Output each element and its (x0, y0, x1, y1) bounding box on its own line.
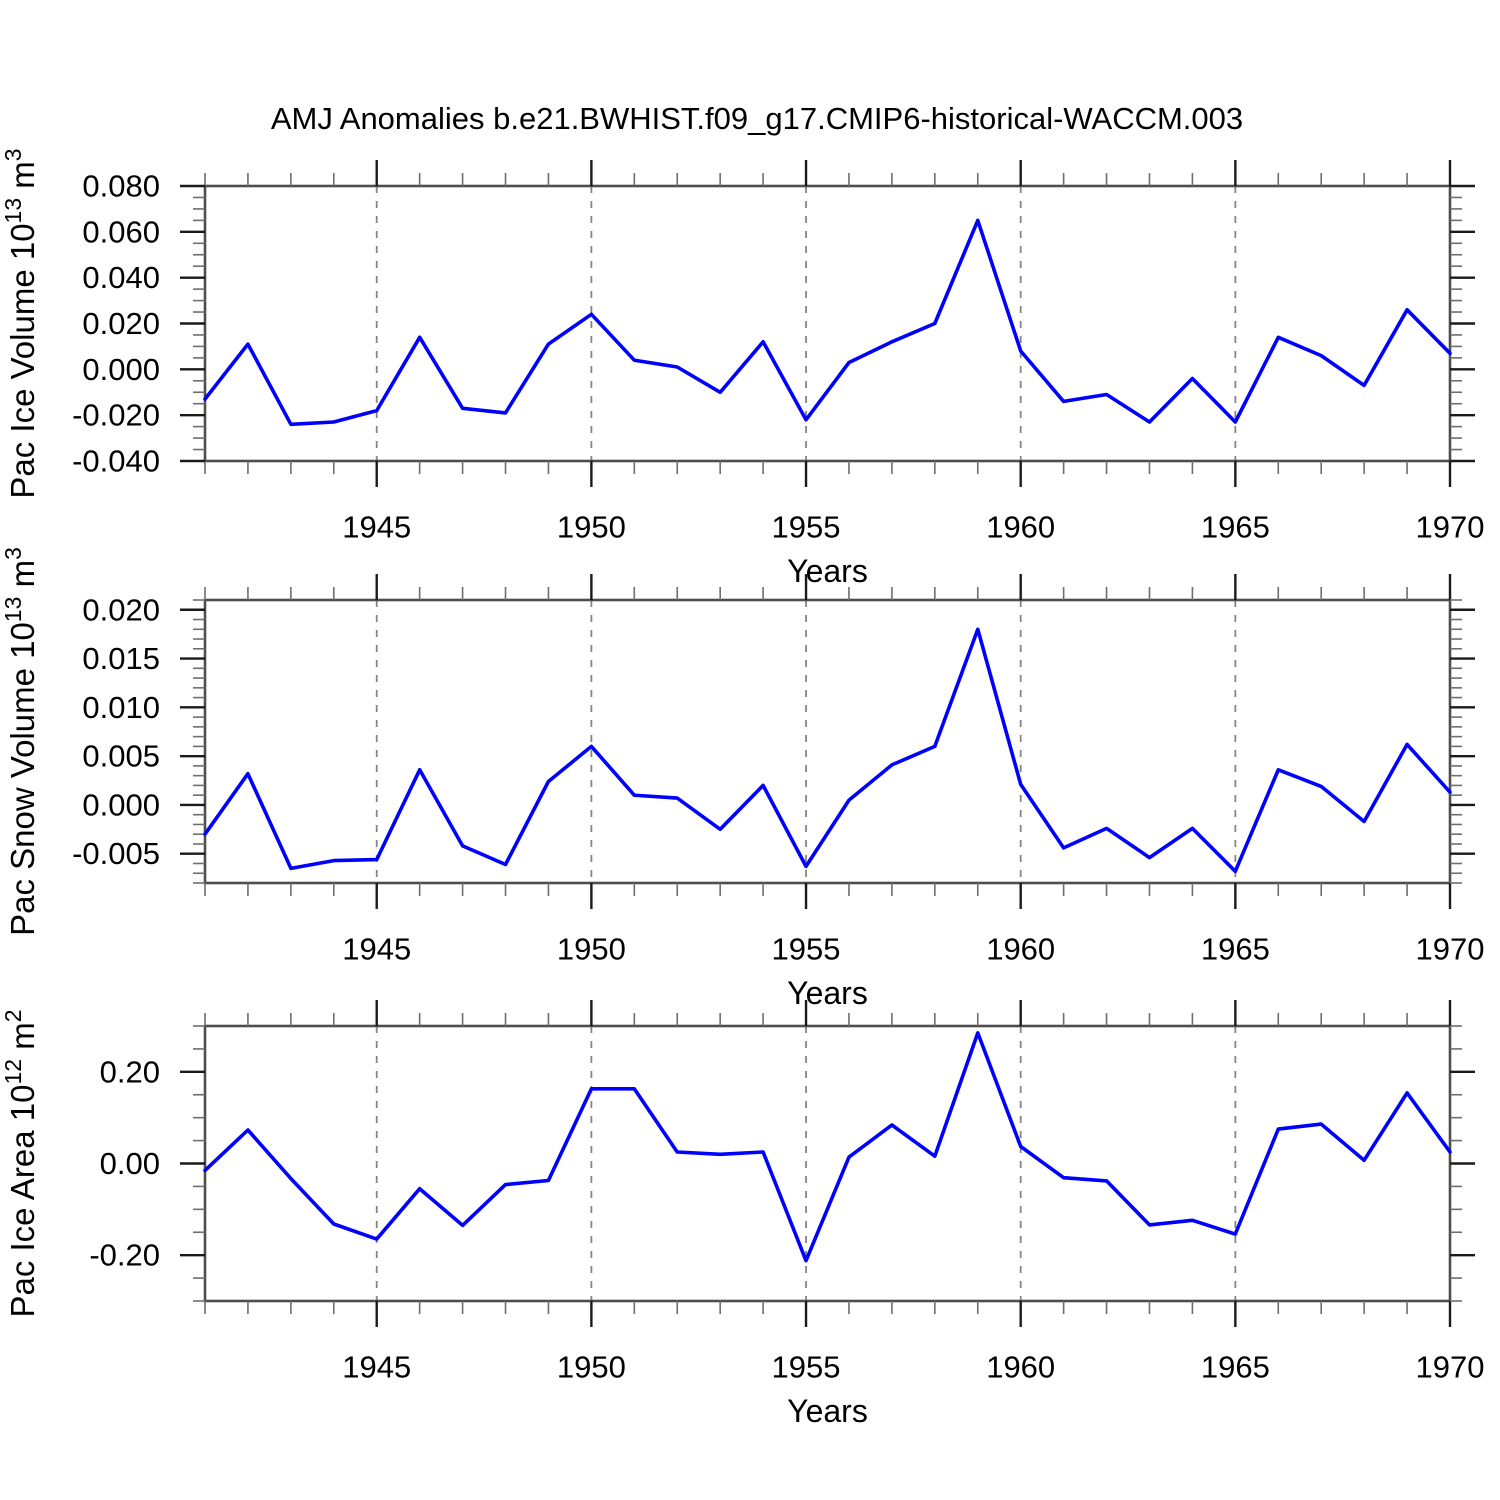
panel-pac-ice-area: 0.20 0.00 -0.20 1945 1950 1955 1960 1965 1970 Yea… (0, 1000, 1484, 1429)
x-axis-title: Years (787, 553, 868, 589)
y-tick-label: 0.060 (82, 214, 160, 249)
plot-frame (203, 184, 1452, 463)
y-tick-label: 0.000 (82, 352, 160, 387)
x-tick-label: 1960 (986, 932, 1055, 967)
y-tick-label: 0.20 (100, 1054, 160, 1089)
y-tick-label: 0.010 (82, 690, 160, 725)
y-tick-label: 0.00 (100, 1146, 160, 1181)
y-tick-label: 0.015 (82, 641, 160, 676)
x-tick-label: 1960 (986, 1350, 1055, 1385)
x-axis-title: Years (787, 975, 868, 1011)
series-line-pac-snow-volume (203, 627, 1452, 874)
x-axis-title: Years (787, 1393, 868, 1429)
y-tick-label: 0.040 (82, 260, 160, 295)
x-tick-label: 1945 (342, 510, 411, 545)
x-tick-label: 1970 (1416, 510, 1485, 545)
chart-title: AMJ Anomalies b.e21.BWHIST.f09_g17.CMIP6… (270, 101, 1244, 136)
y-tick-label: 0.000 (82, 787, 160, 822)
y-tick-label: -0.040 (72, 444, 160, 479)
series-line-pac-ice-area (203, 1031, 1452, 1263)
x-tick-label: 1955 (772, 1350, 841, 1385)
y-tick-label: -0.005 (72, 836, 160, 871)
x-tick-label: 1945 (342, 1350, 411, 1385)
x-tick-label: 1960 (986, 510, 1055, 545)
x-tick-label: 1950 (557, 510, 626, 545)
panel-pac-ice-volume: 0.080 0.060 0.040 0.020 0.000 -0.020 -0.040 194… (0, 148, 1484, 589)
y-axis-title: Pac Snow Volume 1013 m3 (0, 547, 41, 936)
y-tick-label: -0.20 (89, 1238, 160, 1273)
x-tick-label: 1955 (772, 932, 841, 967)
x-tick-label: 1965 (1201, 1350, 1270, 1385)
y-tick-label: 0.020 (82, 306, 160, 341)
x-tick-label: 1945 (342, 932, 411, 967)
y-tick-label: 0.020 (82, 592, 160, 627)
y-axis-title: Pac Ice Area 1012 m2 (0, 1009, 41, 1317)
x-tick-label: 1955 (772, 510, 841, 545)
x-tick-label: 1970 (1416, 932, 1485, 967)
x-tick-label: 1965 (1201, 932, 1270, 967)
y-tick-label: 0.005 (82, 739, 160, 774)
x-tick-label: 1965 (1201, 510, 1270, 545)
x-tick-label: 1970 (1416, 1350, 1485, 1385)
y-tick-label: 0.080 (82, 169, 160, 204)
x-tick-label: 1950 (557, 932, 626, 967)
plot-frame (203, 598, 1452, 885)
x-tick-label: 1950 (557, 1350, 626, 1385)
series-line-pac-ice-volume (203, 218, 1452, 427)
y-axis-title: Pac Ice Volume 1013 m3 (0, 148, 41, 498)
y-tick-label: -0.020 (72, 398, 160, 433)
panel-pac-snow-volume: 0.020 0.015 0.010 0.005 0.000 -0.005 1945 1950 1… (0, 547, 1484, 1011)
